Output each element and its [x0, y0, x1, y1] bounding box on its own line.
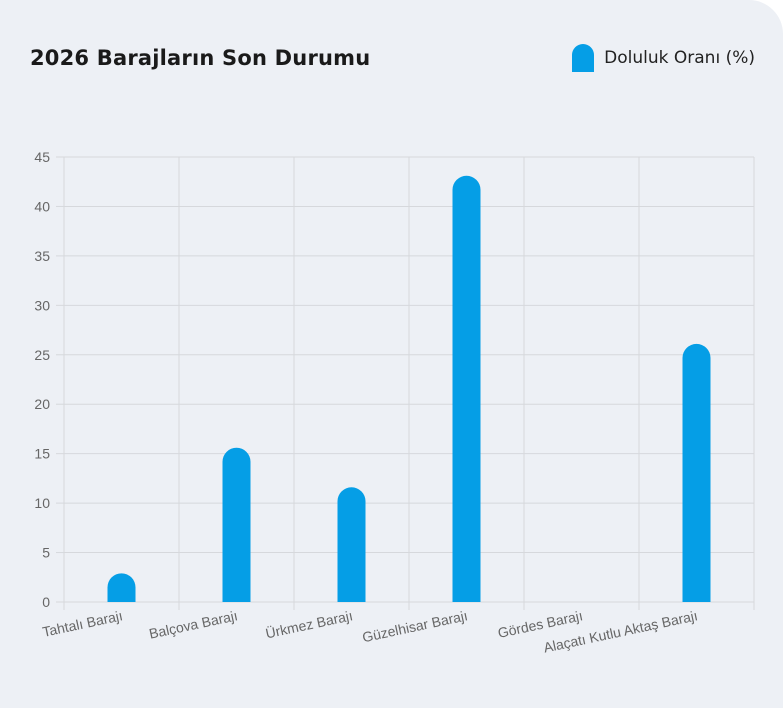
y-tick-label: 25 — [34, 347, 50, 363]
bar — [107, 573, 136, 602]
legend[interactable]: Doluluk Oranı (%) — [572, 44, 755, 72]
y-tick-label: 20 — [34, 396, 50, 412]
y-tick-label: 10 — [34, 495, 50, 511]
y-tick-label: 40 — [34, 198, 50, 214]
legend-swatch — [572, 44, 595, 72]
bar — [222, 447, 251, 602]
y-tick-label: 15 — [34, 446, 50, 462]
y-tick-label: 30 — [34, 297, 50, 313]
bar — [452, 175, 481, 603]
y-tick-label: 45 — [34, 149, 50, 165]
y-tick-label: 0 — [42, 594, 50, 610]
y-tick-label: 35 — [34, 248, 50, 264]
y-tick-label: 5 — [42, 545, 50, 561]
bar — [682, 343, 711, 602]
x-tick-label: Balçova Barajı — [147, 607, 239, 641]
chart-title: 2026 Barajların Son Durumu — [30, 46, 371, 70]
x-tick-label: Ürkmez Barajı — [264, 606, 354, 641]
legend-label: Doluluk Oranı (%) — [604, 48, 755, 68]
x-tick-label: Güzelhisar Barajı — [361, 607, 469, 645]
bar — [337, 487, 366, 602]
x-tick-label: Tahtalı Barajı — [41, 607, 124, 640]
